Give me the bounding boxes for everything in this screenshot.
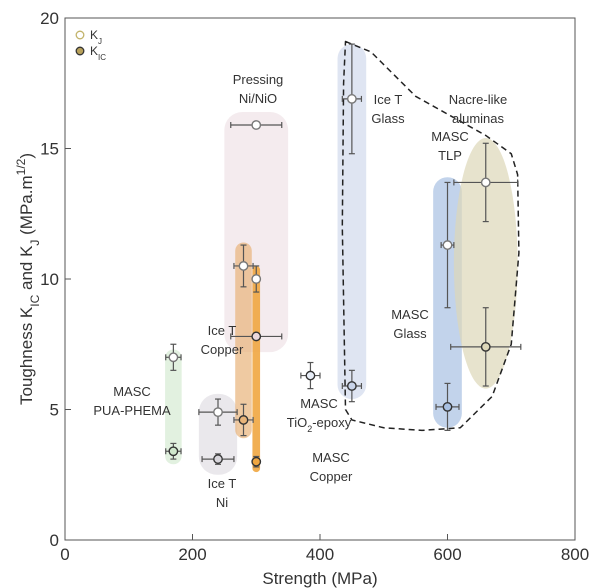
kj-point: [251, 120, 262, 130]
annotation-label: aluminas: [452, 111, 505, 126]
annotations: MASC PUA-PHEMA Ice T Ni Pressing Ni/NiO Ice T C…: [93, 72, 507, 510]
annotation-label: Pressing: [233, 72, 284, 87]
x-axis-title: Strength (MPa): [262, 569, 377, 588]
y-tick-label: 5: [50, 401, 59, 420]
axes: 0 200 400 600 800 0 5 10 15 20 Strength (MPa) Tough…: [14, 9, 589, 588]
highlight-region: [252, 265, 261, 473]
kic-point: [168, 446, 179, 457]
kj-point: [480, 177, 491, 188]
legend-label: KIC: [90, 44, 106, 62]
kj-point: [238, 261, 249, 271]
annotation-label: Ni/NiO: [239, 91, 277, 106]
kj-point: [346, 94, 357, 104]
legend-kic-marker: [75, 46, 85, 56]
annotation-label: MASC: [391, 307, 429, 322]
kj-point: [442, 240, 453, 250]
annotation-label: Nacre-like: [449, 92, 508, 107]
y-tick-label: 0: [50, 531, 59, 550]
kic-point: [346, 381, 357, 391]
annotation-label: Copper: [310, 469, 353, 484]
kj-point: [168, 352, 179, 363]
annotation-label: MASC: [300, 396, 338, 411]
annotation-label: PUA-PHEMA: [93, 403, 171, 418]
x-tick-label: 600: [433, 545, 461, 564]
annotation-label: TLP: [438, 148, 462, 163]
kic-point: [213, 454, 223, 464]
kic-point: [251, 331, 262, 342]
annotation-label: MASC: [113, 384, 151, 399]
x-tick-label: 200: [178, 545, 206, 564]
kic-point: [305, 370, 316, 381]
highlight-region: [337, 44, 367, 400]
kj-point: [213, 407, 223, 418]
highlight-region: [165, 349, 182, 465]
annotation-label: Ice T: [208, 476, 237, 491]
legend-kj-marker: [75, 30, 85, 40]
x-tick-label: 400: [306, 545, 334, 564]
highlight-region: [198, 393, 238, 475]
y-axis-title: Toughness KIC and KJ (MPa.m1/2): [14, 153, 42, 405]
annotation-label: MASC: [431, 129, 469, 144]
x-tick-label: 0: [60, 545, 69, 564]
kic-point: [238, 415, 249, 425]
annotation-label: TiO2-epoxy: [287, 415, 352, 434]
nacre-outline: [341, 40, 520, 432]
x-tick-label: 800: [561, 545, 589, 564]
kj-point: [251, 274, 262, 284]
legend-label: KJ: [90, 28, 102, 46]
y-tick-label: 20: [40, 9, 59, 28]
y-tick-label: 10: [40, 270, 59, 289]
data-points: [165, 43, 522, 468]
highlight-region: [453, 138, 518, 389]
annotation-label: Glass: [393, 326, 427, 341]
y-tick-label: 15: [40, 140, 59, 159]
kic-point: [480, 341, 491, 352]
annotation-label: Ice T: [374, 92, 403, 107]
annotation-label: MASC: [312, 450, 350, 465]
highlight-region: [235, 242, 252, 439]
annotation-label: Ni: [216, 495, 228, 510]
annotation-label: Copper: [201, 342, 244, 357]
annotation-label: Ice T: [208, 323, 237, 338]
kic-point: [442, 401, 453, 412]
kic-point: [251, 456, 262, 467]
annotation-label: Glass: [371, 111, 405, 126]
